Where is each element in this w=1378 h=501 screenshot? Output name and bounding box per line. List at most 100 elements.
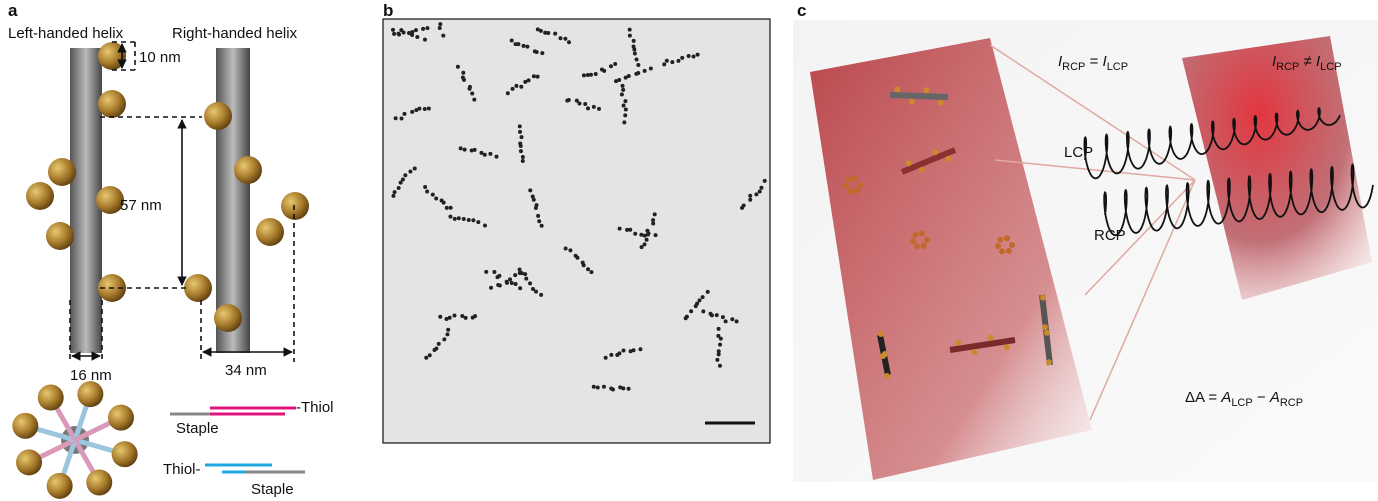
particle	[476, 220, 480, 224]
particle	[621, 88, 625, 92]
particle	[421, 27, 425, 31]
gold-particle	[988, 335, 994, 341]
particle	[425, 26, 429, 30]
particle	[505, 281, 509, 285]
particle	[535, 203, 539, 207]
particle	[763, 179, 767, 183]
panel-title: Left-handed helix	[8, 25, 124, 42]
particle	[531, 195, 535, 199]
gold-particle	[214, 304, 242, 332]
particle	[621, 349, 625, 353]
legend-text: Thiol-	[163, 461, 201, 478]
particle	[460, 314, 464, 318]
particle	[539, 293, 543, 297]
particle	[468, 85, 472, 89]
gold-particles	[12, 381, 137, 499]
particle	[523, 272, 527, 276]
particle	[442, 337, 446, 341]
gold-particle	[26, 182, 54, 210]
particle	[645, 238, 649, 242]
particle	[645, 229, 649, 233]
particle	[457, 216, 461, 220]
particle	[520, 135, 524, 139]
particle	[670, 60, 674, 64]
particle	[448, 215, 452, 219]
particle	[461, 76, 465, 80]
particle	[759, 186, 763, 190]
particle	[534, 290, 538, 294]
particle	[525, 45, 529, 49]
gold-particle	[909, 99, 915, 105]
particle	[431, 193, 435, 197]
particle	[408, 169, 412, 173]
gold-particle	[997, 237, 1003, 243]
particle	[461, 71, 465, 75]
particle	[692, 55, 696, 59]
particle	[495, 275, 499, 279]
gold-particle	[882, 351, 888, 357]
particle	[467, 218, 471, 222]
particle	[646, 233, 650, 237]
gold-particle	[945, 156, 951, 162]
particle	[618, 227, 622, 231]
particle	[441, 34, 445, 38]
particle	[639, 233, 643, 237]
particle	[583, 102, 587, 106]
dim-label: 10 nm	[139, 49, 181, 66]
particle	[516, 42, 520, 46]
particle	[518, 130, 522, 134]
gold-particle	[914, 243, 920, 249]
nanorod	[890, 95, 948, 97]
particle	[597, 107, 601, 111]
panel-label: a	[8, 1, 18, 20]
gold-particle	[38, 385, 64, 411]
panel-title: Right-handed helix	[172, 25, 298, 42]
particle	[721, 315, 725, 319]
gold-particle	[47, 473, 73, 499]
particle	[452, 313, 456, 317]
particle	[511, 87, 515, 91]
particle	[609, 353, 613, 357]
gold-particle	[843, 183, 849, 189]
particle	[604, 356, 608, 360]
gold-particle	[921, 243, 927, 249]
gold-particle	[108, 405, 134, 431]
particle	[402, 112, 406, 116]
particle	[445, 206, 449, 210]
gold-particle	[894, 86, 900, 92]
particle	[407, 31, 411, 35]
gold-particle	[48, 158, 76, 186]
particle	[397, 186, 401, 190]
particle	[437, 342, 441, 346]
gold-particle	[919, 167, 925, 173]
gold-particle	[845, 177, 851, 183]
particle	[519, 149, 523, 153]
gold-particle	[910, 238, 916, 244]
particle	[535, 50, 539, 54]
gold-particle	[1044, 330, 1050, 336]
particle	[724, 319, 728, 323]
gold-particle	[1042, 324, 1048, 330]
gold-particle	[1004, 344, 1010, 350]
particle	[537, 219, 541, 223]
particle	[397, 32, 401, 36]
particle	[633, 52, 637, 56]
particle	[459, 146, 463, 150]
particle	[446, 328, 450, 332]
particle	[558, 36, 562, 40]
gold-particle	[77, 381, 103, 407]
gold-particle	[86, 469, 112, 495]
particle	[532, 74, 536, 78]
particle	[471, 316, 475, 320]
gold-particle	[1040, 295, 1046, 301]
particle	[553, 32, 557, 36]
particle	[582, 263, 586, 267]
particle	[399, 181, 403, 185]
particle	[586, 267, 590, 271]
particle	[633, 232, 637, 236]
particle	[613, 62, 617, 66]
particle	[415, 35, 419, 39]
particle	[417, 107, 421, 111]
particle	[577, 102, 581, 106]
particle	[609, 64, 613, 68]
